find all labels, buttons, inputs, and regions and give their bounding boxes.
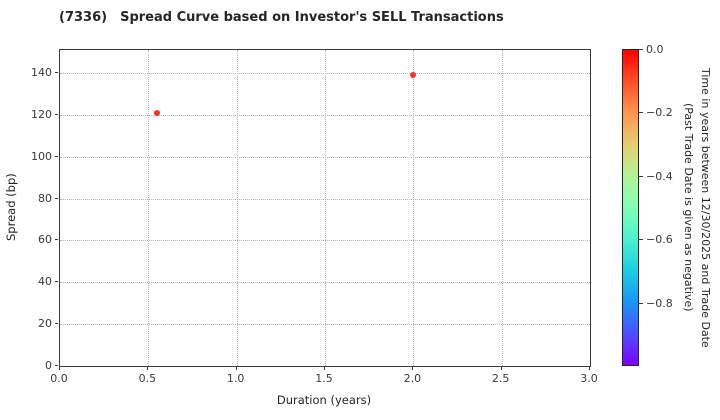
colorbar-tick-mark	[639, 112, 643, 114]
y-gridline	[60, 156, 590, 158]
colorbar-tick-label: −0.2	[646, 106, 673, 120]
y-gridline	[60, 114, 590, 116]
chart-title-text: Spread Curve based on Investor's SELL Tr…	[120, 10, 504, 25]
data-point	[154, 109, 161, 116]
x-tick-mark	[412, 367, 414, 370]
y-gridline	[60, 240, 590, 242]
x-tick-mark	[59, 367, 60, 370]
y-tick-label: 80	[38, 191, 52, 205]
y-tick-label: 40	[38, 275, 52, 289]
colorbar-tick-label: −0.6	[646, 233, 673, 247]
x-gridline	[325, 50, 326, 366]
y-tick-mark	[55, 155, 58, 157]
y-tick-label: 140	[31, 66, 52, 80]
x-tick-label: 3.0	[580, 372, 598, 385]
x-tick-label: 2.5	[491, 372, 510, 385]
colorbar-tick-mark	[639, 302, 643, 304]
x-tick-mark	[147, 367, 149, 370]
x-tick-mark	[324, 367, 325, 370]
y-gridline	[60, 73, 590, 75]
x-tick-label: 1.0	[226, 372, 245, 385]
colorbar-label: Time in years between 12/30/2025 and Tra…	[680, 49, 714, 366]
y-tick-mark	[55, 113, 58, 115]
y-gridline	[60, 282, 590, 284]
y-tick-mark	[55, 323, 58, 325]
x-tick-label: 2.0	[403, 372, 422, 385]
x-axis-label: Duration (years)	[276, 393, 372, 407]
colorbar-label-line2: (Past Trade Date is given as negative)	[682, 103, 695, 312]
colorbar-tick-label: −0.4	[646, 169, 673, 183]
colorbar-tick-label: 0.0	[646, 43, 664, 56]
x-gridline	[236, 50, 238, 366]
colorbar-tick-label: −0.8	[646, 296, 673, 310]
y-tick-label: 120	[31, 107, 52, 121]
x-tick-mark	[500, 367, 502, 370]
x-tick-label: 0.5	[138, 372, 157, 385]
y-tick-mark	[55, 281, 58, 283]
x-tick-mark	[235, 367, 237, 370]
y-tick-label: 20	[38, 317, 52, 331]
y-tick-mark	[55, 239, 58, 241]
data-point	[410, 72, 417, 79]
x-tick-label: 1.5	[315, 372, 333, 385]
x-tick-mark	[589, 367, 590, 370]
plot-area	[59, 49, 591, 367]
x-gridline	[413, 50, 415, 366]
y-tick-label: 0	[45, 359, 52, 372]
x-gridline	[501, 50, 503, 366]
y-tick-label: 60	[38, 233, 52, 247]
y-tick-label: 100	[31, 149, 52, 163]
colorbar-tick-mark	[639, 239, 643, 241]
x-tick-label: 0.0	[50, 372, 68, 385]
x-gridline	[148, 50, 150, 366]
colorbar-tick-mark	[639, 49, 643, 50]
ticker-code: (7336)	[59, 10, 108, 25]
chart-title: (7336) Spread Curve based on Investor's S…	[59, 10, 504, 25]
colorbar	[622, 49, 639, 366]
colorbar-tick-mark	[639, 175, 643, 177]
y-gridline	[60, 324, 590, 326]
colorbar-label-line1: Time in years between 12/30/2025 and Tra…	[699, 67, 712, 348]
y-gridline	[60, 198, 590, 200]
y-tick-mark	[55, 365, 58, 366]
y-tick-mark	[55, 72, 58, 74]
y-tick-mark	[55, 197, 58, 199]
